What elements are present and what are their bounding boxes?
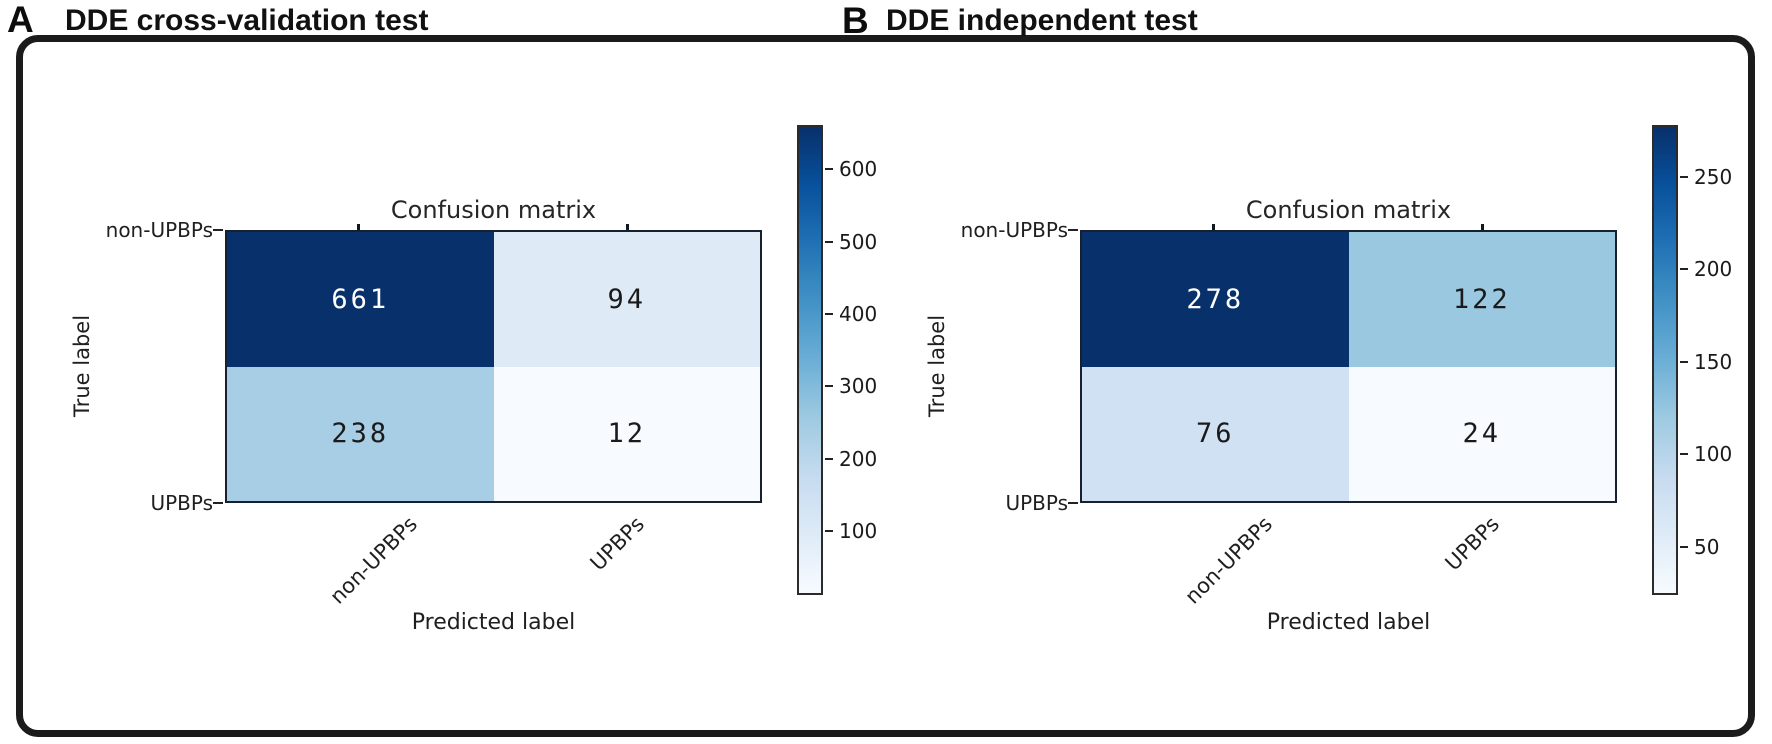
heatmap-cell-r1c0: 238 — [227, 366, 494, 501]
x-axis-label: Predicted label — [1266, 610, 1431, 635]
y-tick-mark — [213, 229, 223, 231]
y-axis-label: True label — [925, 314, 949, 418]
panel-b-title: DDE independent test — [886, 4, 1198, 37]
heatmap-cell-r0c1: 122 — [1348, 232, 1615, 367]
colorbar-tick-label: 600 — [839, 157, 878, 182]
x-tick-label-upbps: UPBPs — [1440, 512, 1504, 576]
x-tick-mark — [626, 224, 629, 231]
colorbar-tick-label: 250 — [1694, 164, 1733, 189]
heatmap-cell-r1c1: 12 — [493, 366, 760, 501]
colorbar-tick: 100 — [825, 521, 877, 541]
x-tick-mark — [1212, 224, 1215, 231]
heatmap-cell-r0c1: 94 — [493, 232, 760, 367]
colorbar-tick: 600 — [825, 159, 877, 179]
colorbar-tick: 250 — [1680, 167, 1732, 187]
colorbar-tick: 200 — [1680, 259, 1732, 279]
heatmap-cell-r1c0: 76 — [1082, 366, 1349, 501]
chart-title: Confusion matrix — [1245, 196, 1452, 224]
panel-a-title: DDE cross-validation test — [65, 4, 429, 37]
colorbar-tick-label: 400 — [839, 302, 878, 326]
colorbar-tick: 150 — [1680, 352, 1732, 372]
x-tick-label-non-upbps: non-UPBPs — [325, 512, 422, 609]
colorbar-tick-mark — [1680, 268, 1688, 271]
panel-b-letter: B — [842, 0, 869, 41]
colorbar-tick-mark — [825, 168, 833, 171]
heatmap-grid: 661 94 238 12 — [225, 230, 762, 503]
colorbar-tick-label: 500 — [839, 229, 878, 254]
colorbar-tick-label: 100 — [839, 519, 878, 544]
colorbar-tick-label: 200 — [839, 446, 878, 471]
y-tick-label-upbps: UPBPs — [150, 491, 213, 515]
colorbar-tick: 50 — [1680, 537, 1719, 557]
colorbar-ticks: 100 200 300 400 500 600 — [825, 125, 905, 595]
colorbar-tick-mark — [1680, 360, 1688, 363]
colorbar-tick-label: 150 — [1694, 349, 1733, 374]
colorbar-tick-mark — [825, 240, 833, 243]
heatmap-grid: 278 122 76 24 — [1080, 230, 1617, 503]
chart-title: Confusion matrix — [390, 196, 597, 224]
colorbar — [1652, 125, 1678, 595]
colorbar-tick: 400 — [825, 304, 877, 324]
x-tick-label-non-upbps: non-UPBPs — [1180, 512, 1277, 609]
heatmap-cell-r1c1: 24 — [1348, 366, 1615, 501]
colorbar-tick-mark — [1680, 175, 1688, 178]
colorbar-tick-mark — [825, 313, 833, 315]
x-tick-mark — [1481, 224, 1484, 231]
heatmap-cell-r0c0: 278 — [1082, 232, 1349, 367]
x-axis-label: Predicted label — [411, 610, 576, 635]
colorbar-tick: 300 — [825, 376, 877, 396]
y-axis-label: True label — [70, 314, 94, 418]
y-tick-label-upbps: UPBPs — [1005, 491, 1068, 515]
colorbar-tick: 200 — [825, 449, 877, 469]
y-tick-mark — [1068, 229, 1078, 231]
y-tick-label-non-upbps: non-UPBPs — [960, 218, 1068, 242]
colorbar-tick-label: 300 — [839, 374, 878, 399]
x-tick-label-upbps: UPBPs — [585, 512, 649, 576]
confusion-matrix-panel-b: Confusion matrix non-UPBPs UPBPs True la… — [855, 0, 1772, 744]
colorbar-tick-mark — [825, 385, 833, 388]
y-tick-mark — [213, 502, 223, 504]
colorbar-tick-mark — [825, 457, 833, 460]
heatmap-cell-r0c0: 661 — [227, 232, 494, 367]
colorbar-tick-label: 50 — [1694, 534, 1720, 559]
colorbar-tick-label: 200 — [1694, 257, 1733, 282]
x-tick-mark — [357, 224, 360, 231]
colorbar-tick-mark — [825, 530, 833, 533]
confusion-matrix-panel-a: Confusion matrix non-UPBPs UPBPs True la… — [70, 125, 905, 635]
colorbar-ticks: 50 100 150 200 250 — [1680, 125, 1760, 595]
y-tick-mark — [1068, 502, 1078, 504]
colorbar-tick: 500 — [825, 232, 877, 252]
colorbar-tick: 100 — [1680, 444, 1732, 464]
colorbar — [797, 125, 823, 595]
colorbar-tick-mark — [1680, 545, 1688, 548]
colorbar-tick-mark — [1680, 453, 1688, 456]
colorbar-tick-label: 100 — [1694, 442, 1733, 467]
y-tick-label-non-upbps: non-UPBPs — [105, 218, 213, 242]
panel-a-letter: A — [7, 0, 34, 40]
